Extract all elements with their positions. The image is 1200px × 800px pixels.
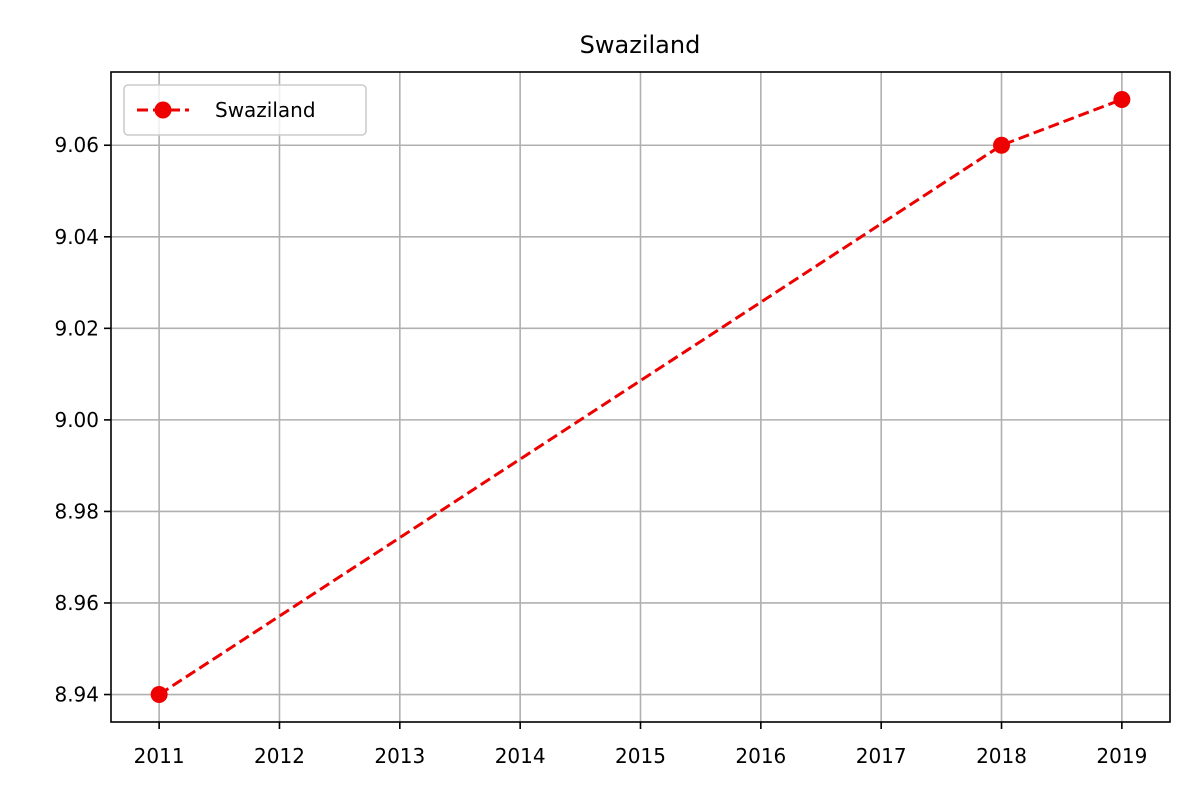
data-point	[993, 136, 1011, 154]
plot-frame	[110, 71, 1171, 723]
y-tick-label: 8.98	[54, 499, 99, 523]
series-line-swaziland	[158, 98, 1123, 696]
legend-box	[123, 84, 367, 136]
series-layer	[150, 90, 1131, 704]
y-tick-label: 9.02	[54, 316, 99, 340]
x-tick-label: 2014	[495, 744, 546, 768]
data-point	[150, 686, 168, 704]
x-tick-label: 2018	[976, 744, 1027, 768]
chart-title: Swaziland	[580, 31, 701, 59]
data-point	[1113, 90, 1131, 108]
x-tick-label: 2013	[374, 744, 425, 768]
legend-marker-swatch	[154, 101, 172, 119]
legend: Swaziland	[123, 84, 367, 136]
y-tick-label: 9.00	[54, 408, 99, 432]
axes: 2011 2012 2013 2014 2015 2016 2017 2018 2019 8.94…	[54, 71, 1171, 768]
y-tick-label: 8.94	[54, 683, 99, 707]
y-tick-label: 9.06	[54, 133, 99, 157]
x-tick-label: 2015	[615, 744, 666, 768]
legend-label: Swaziland	[215, 98, 316, 122]
x-tick-label: 2017	[856, 744, 907, 768]
x-tick-label: 2016	[735, 744, 786, 768]
x-tick-label: 2019	[1096, 744, 1147, 768]
y-tick-label: 9.04	[54, 225, 99, 249]
x-tick-label: 2011	[134, 744, 185, 768]
grid	[111, 72, 1170, 722]
x-tick-label: 2012	[254, 744, 305, 768]
y-tick-label: 8.96	[54, 591, 99, 615]
